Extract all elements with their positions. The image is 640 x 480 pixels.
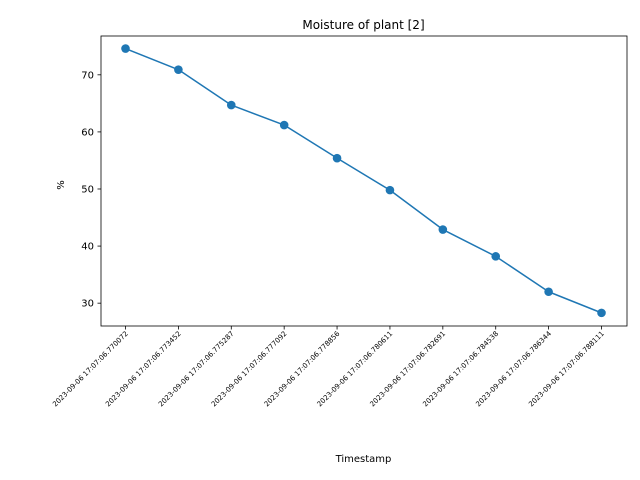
y-tick-label: 50 bbox=[81, 184, 94, 195]
axes-frame bbox=[100, 35, 628, 327]
y-tick-label: 40 bbox=[81, 242, 94, 253]
data-point bbox=[226, 100, 236, 110]
y-tick-label: 60 bbox=[81, 127, 94, 138]
series-line bbox=[125, 47, 602, 314]
x-axis-label: Timestamp bbox=[335, 454, 392, 465]
data-point bbox=[385, 185, 395, 195]
series-layer bbox=[121, 44, 606, 318]
data-point bbox=[174, 65, 183, 74]
y-tick-label: 30 bbox=[81, 299, 94, 310]
data-point bbox=[438, 225, 448, 234]
data-point bbox=[279, 120, 289, 130]
data-point bbox=[332, 153, 342, 163]
data-point bbox=[544, 287, 553, 297]
y-axis-label: % bbox=[56, 180, 67, 190]
data-point bbox=[597, 308, 606, 318]
y-tick-label: 70 bbox=[81, 70, 94, 81]
data-point bbox=[121, 44, 130, 53]
plot-area bbox=[100, 35, 628, 327]
y-axis: 30 40 50 60 70 bbox=[81, 70, 101, 310]
data-point bbox=[491, 252, 501, 261]
chart-title: Moisture of plant [2] bbox=[302, 18, 424, 32]
series-0 bbox=[121, 44, 606, 318]
